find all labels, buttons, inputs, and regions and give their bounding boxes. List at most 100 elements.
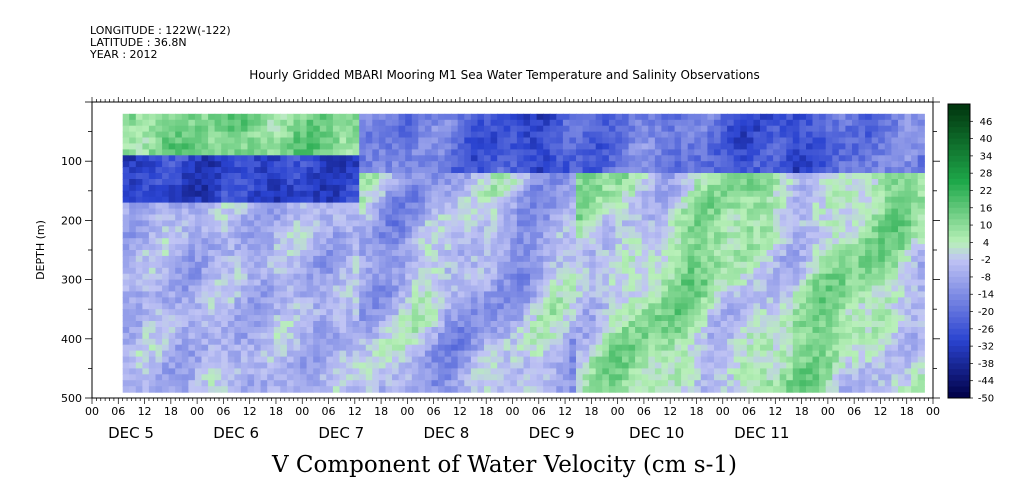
heatmap-cell xyxy=(595,309,603,316)
heatmap-cell xyxy=(464,190,472,198)
heatmap-cell xyxy=(221,250,229,257)
heatmap-cell xyxy=(786,344,794,352)
heatmap-cell xyxy=(569,291,577,298)
heatmap-cell xyxy=(470,238,479,245)
heatmap-cell xyxy=(510,368,518,375)
heatmap-cell xyxy=(510,184,518,192)
heatmap-cell xyxy=(306,173,314,180)
heatmap-cell xyxy=(727,173,735,180)
heatmap-cell xyxy=(208,113,216,121)
heatmap-cell xyxy=(589,386,597,393)
heatmap-cell xyxy=(129,362,137,369)
heatmap-cell xyxy=(280,137,288,144)
heatmap-cell xyxy=(714,332,722,340)
heatmap-cell xyxy=(378,113,387,121)
heatmap-cell xyxy=(477,309,485,316)
heatmap-cell xyxy=(162,309,170,316)
heatmap-cell xyxy=(654,220,663,227)
heatmap-cell xyxy=(359,332,367,340)
heatmap-cell xyxy=(589,179,597,186)
heatmap-cell xyxy=(740,297,748,304)
heatmap-cell xyxy=(385,332,393,340)
heatmap-cell xyxy=(549,261,557,269)
heatmap-cell xyxy=(543,238,551,245)
heatmap-cell xyxy=(746,273,754,281)
heatmap-cell xyxy=(319,196,327,204)
heatmap-cell xyxy=(477,244,485,251)
heatmap-cell xyxy=(727,184,735,192)
heatmap-cell xyxy=(503,338,511,346)
heatmap-cell xyxy=(260,113,268,121)
heatmap-cell xyxy=(628,368,636,375)
heatmap-cell xyxy=(641,232,649,239)
heatmap-cell xyxy=(687,368,695,375)
heatmap-cell xyxy=(168,244,176,251)
heatmap-cell xyxy=(687,226,695,233)
heatmap-cell xyxy=(694,285,702,292)
heatmap-cell xyxy=(148,261,157,269)
heatmap-cell xyxy=(332,184,341,192)
heatmap-cell xyxy=(319,332,327,340)
heatmap-cell xyxy=(470,386,479,393)
heatmap-cell xyxy=(293,309,301,316)
heatmap-cell xyxy=(155,356,163,364)
heatmap-cell xyxy=(464,356,472,364)
heatmap-cell xyxy=(589,255,597,263)
heatmap-cell xyxy=(812,279,820,287)
heatmap-cell xyxy=(806,214,814,221)
heatmap-cell xyxy=(188,350,196,358)
heatmap-cell xyxy=(332,344,341,352)
heatmap-cell xyxy=(523,285,531,292)
heatmap-cell xyxy=(549,386,557,393)
heatmap-cell xyxy=(175,344,183,352)
heatmap-cell xyxy=(254,113,262,121)
heatmap-cell xyxy=(786,131,794,139)
heatmap-cell xyxy=(148,380,157,387)
heatmap-cell xyxy=(799,255,807,263)
heatmap-cell xyxy=(582,267,590,275)
heatmap-cell xyxy=(477,267,485,275)
heatmap-cell xyxy=(779,226,787,233)
heatmap-cell xyxy=(346,386,354,393)
heatmap-cell xyxy=(766,285,774,292)
heatmap-cell xyxy=(733,155,741,162)
heatmap-cell xyxy=(812,350,820,358)
heatmap-cell xyxy=(477,344,485,352)
heatmap-cell xyxy=(510,350,518,358)
heatmap-cell xyxy=(694,244,702,251)
heatmap-cell xyxy=(227,315,235,322)
heatmap-cell xyxy=(464,285,472,292)
heatmap-cell xyxy=(490,179,498,186)
heatmap-cell xyxy=(477,125,485,133)
heatmap-cell xyxy=(523,196,531,204)
heatmap-cell xyxy=(714,386,722,393)
heatmap-cell xyxy=(746,344,754,352)
heatmap-cell xyxy=(385,303,393,310)
heatmap-cell xyxy=(293,131,301,139)
heatmap-cell xyxy=(753,232,761,239)
heatmap-cell xyxy=(674,155,682,162)
heatmap-cell xyxy=(260,332,268,340)
heatmap-cell xyxy=(273,267,281,275)
heatmap-cell xyxy=(411,179,419,186)
heatmap-cell xyxy=(359,303,367,310)
heatmap-cell xyxy=(635,356,643,364)
heatmap-cell xyxy=(346,344,354,352)
heatmap-cell xyxy=(516,155,525,162)
heatmap-cell xyxy=(129,196,137,204)
heatmap-cell xyxy=(286,386,295,393)
heatmap-cell xyxy=(162,220,170,227)
heatmap-cell xyxy=(681,232,689,239)
heatmap-cell xyxy=(536,202,544,210)
heatmap-cell xyxy=(135,149,143,156)
heatmap-cell xyxy=(589,321,597,328)
heatmap-cell xyxy=(431,267,439,275)
heatmap-cell xyxy=(733,303,741,310)
heatmap-cell xyxy=(727,202,735,210)
heatmap-cell xyxy=(753,350,761,358)
heatmap-cell xyxy=(155,380,163,387)
heatmap-cell xyxy=(424,315,433,322)
heatmap-cell xyxy=(280,309,288,316)
heatmap-cell xyxy=(181,273,189,281)
heatmap-cell xyxy=(319,267,327,275)
